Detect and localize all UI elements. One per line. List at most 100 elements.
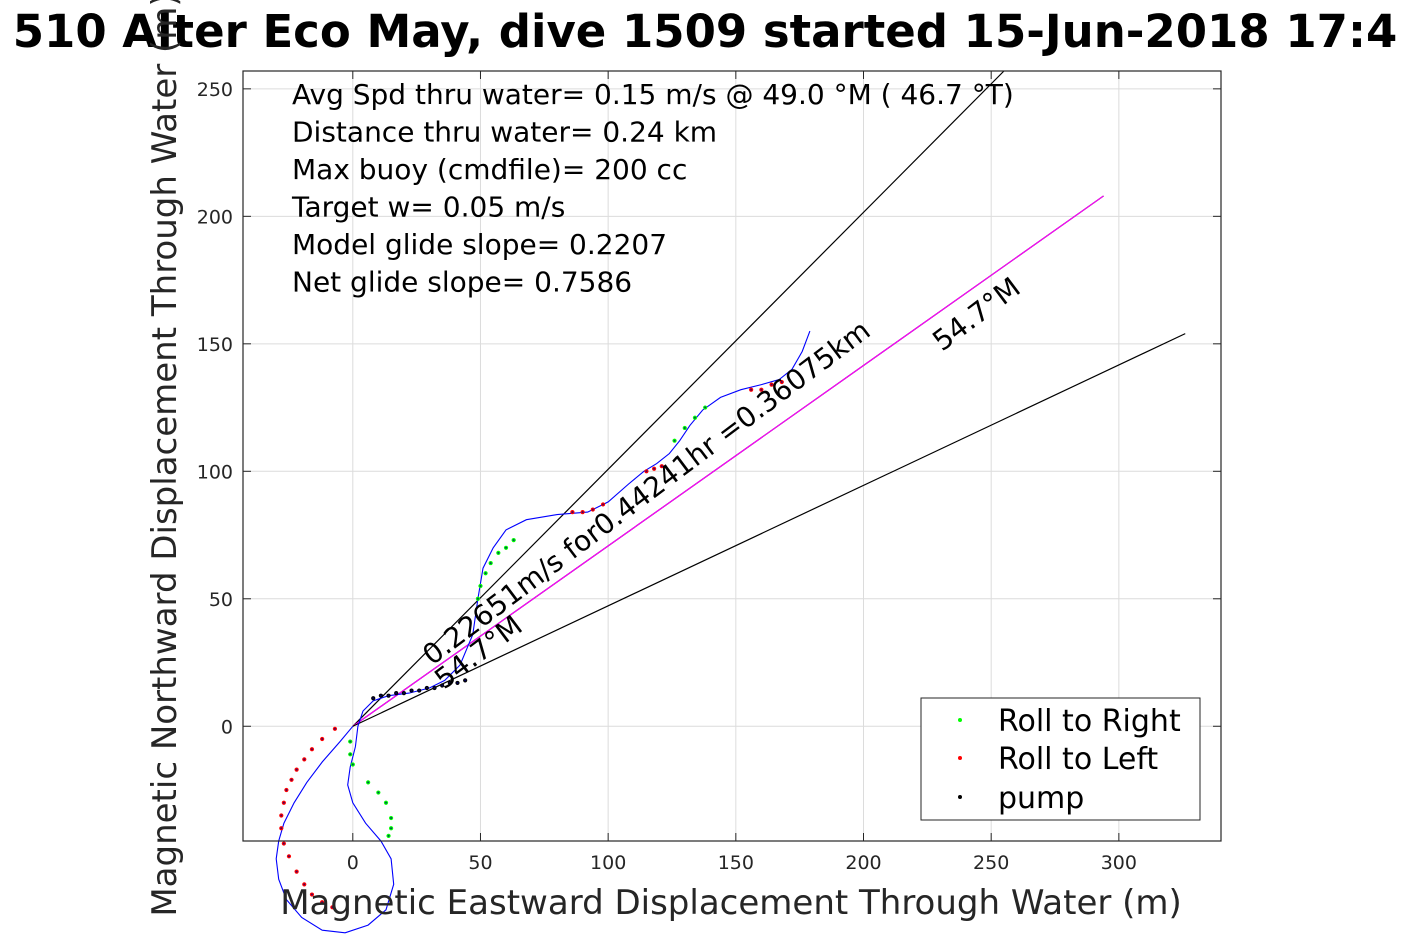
roll-left-point-core bbox=[285, 789, 288, 792]
roll-left-point-core bbox=[287, 855, 290, 858]
roll-left-point-core bbox=[321, 738, 324, 741]
roll-right-point-core bbox=[512, 539, 515, 542]
legend-marker-roll-left bbox=[958, 756, 962, 760]
pump-point-core bbox=[425, 687, 428, 690]
annotation-line: Distance thru water= 0.24 km bbox=[292, 116, 717, 149]
roll-right-point-core bbox=[384, 801, 387, 804]
x-tick-label: 300 bbox=[1101, 852, 1137, 874]
y-tick-label: 250 bbox=[197, 79, 233, 101]
magenta-heading-line bbox=[352, 195, 1104, 727]
roll-right-point-core bbox=[505, 546, 508, 549]
roll-right-point-core bbox=[476, 597, 479, 600]
legend-label-pump: pump bbox=[998, 781, 1084, 816]
y-tick-label: 0 bbox=[221, 716, 233, 738]
roll-right-point-core bbox=[497, 551, 500, 554]
track bbox=[275, 330, 811, 934]
y-tick-label: 200 bbox=[197, 206, 233, 228]
roll-right-point-core bbox=[349, 740, 352, 743]
roll-right-point-core bbox=[704, 406, 707, 409]
roll-left-point-core bbox=[645, 470, 648, 473]
roll-right-point-core bbox=[479, 585, 482, 588]
roll-right-point-core bbox=[390, 827, 393, 830]
roll-left-point-core bbox=[331, 906, 334, 909]
pump-point-core bbox=[410, 689, 413, 692]
x-tick-label: 250 bbox=[973, 852, 1009, 874]
x-tick-label: 100 bbox=[590, 852, 626, 874]
y-tick-label: 150 bbox=[197, 334, 233, 356]
roll-left-point-core bbox=[310, 748, 313, 751]
pump-point-core bbox=[456, 681, 459, 684]
roll-right-point-core bbox=[351, 763, 354, 766]
roll-right-point-core bbox=[367, 781, 370, 784]
x-tick-label: 200 bbox=[845, 852, 881, 874]
roll-left-point-core bbox=[310, 893, 313, 896]
dive-track-line bbox=[275, 330, 811, 934]
roll-right-point-core bbox=[484, 572, 487, 575]
roll-left-point-core bbox=[321, 901, 324, 904]
annotation-line: Max buoy (cmdfile)= 200 cc bbox=[292, 153, 687, 186]
roll-left-point-core bbox=[760, 388, 763, 391]
upper-heading-line bbox=[352, 70, 1005, 727]
pump-point-core bbox=[395, 692, 398, 695]
pump-point-core bbox=[379, 694, 382, 697]
roll-left-point-core bbox=[591, 508, 594, 511]
roll-right-point-core bbox=[489, 562, 492, 565]
roll-left-point-core bbox=[295, 870, 298, 873]
ticks: 0 50 100 150 200 250 300 0 50 100 150 200 250 bbox=[197, 71, 1221, 874]
roll-left-point-core bbox=[290, 778, 293, 781]
y-tick-label: 100 bbox=[197, 461, 233, 483]
legend-marker-pump bbox=[958, 795, 962, 799]
markers bbox=[279, 379, 784, 910]
pump-point-core bbox=[387, 694, 390, 697]
roll-left-point-core bbox=[770, 383, 773, 386]
x-tick-label: 50 bbox=[468, 852, 492, 874]
x-axis-label: Magnetic Eastward Displacement Through W… bbox=[280, 883, 1182, 923]
roll-left-point-core bbox=[780, 381, 783, 384]
pump-point-core bbox=[441, 684, 444, 687]
chart-title: 510 Alter Eco May, dive 1509 started 15-… bbox=[13, 5, 1398, 58]
roll-left-point-core bbox=[282, 842, 285, 845]
annotation-line: Model glide slope= 0.2207 bbox=[292, 228, 667, 261]
grid bbox=[243, 71, 1221, 841]
x-tick-label: 0 bbox=[347, 852, 359, 874]
pump-point-core bbox=[402, 692, 405, 695]
legend-label-roll-left: Roll to Left bbox=[998, 742, 1158, 777]
roll-right-point-core bbox=[390, 817, 393, 820]
pump-point-core bbox=[464, 679, 467, 682]
roll-left-point-core bbox=[303, 883, 306, 886]
annotations: Avg Spd thru water= 0.15 m/s @ 49.0 °M (… bbox=[291, 78, 1014, 299]
annotation-line: Net glide slope= 0.7586 bbox=[292, 266, 632, 299]
legend: Roll to Right Roll to Left pump bbox=[920, 697, 1201, 821]
roll-left-point-core bbox=[653, 467, 656, 470]
roll-right-point-core bbox=[683, 426, 686, 429]
roll-left-point-core bbox=[750, 388, 753, 391]
annotation-line: Avg Spd thru water= 0.15 m/s @ 49.0 °M (… bbox=[292, 78, 1014, 111]
legend-label-roll-right: Roll to Right bbox=[998, 704, 1181, 739]
roll-left-point-core bbox=[660, 465, 663, 468]
roll-right-point-core bbox=[673, 439, 676, 442]
roll-right-point-core bbox=[387, 834, 390, 837]
pump-point-core bbox=[372, 697, 375, 700]
pump-point-core bbox=[418, 689, 421, 692]
roll-left-point-core bbox=[303, 758, 306, 761]
roll-left-point-core bbox=[280, 827, 283, 830]
pump-point-core bbox=[433, 687, 436, 690]
roll-left-point-core bbox=[581, 511, 584, 514]
pump-point-core bbox=[448, 681, 451, 684]
heading-lines bbox=[352, 70, 1186, 727]
legend-marker-roll-right bbox=[958, 718, 962, 722]
legend-box bbox=[920, 697, 1201, 821]
roll-left-point-core bbox=[280, 814, 283, 817]
annotation-line: Target w= 0.05 m/s bbox=[291, 191, 565, 224]
y-tick-label: 50 bbox=[209, 589, 233, 611]
roll-left-point-core bbox=[602, 503, 605, 506]
x-tick-label: 150 bbox=[718, 852, 754, 874]
roll-right-point-core bbox=[349, 753, 352, 756]
plot-frame bbox=[242, 70, 1222, 842]
roll-left-point-core bbox=[333, 727, 336, 730]
lower-heading-line bbox=[352, 333, 1186, 727]
roll-left-point-core bbox=[282, 801, 285, 804]
roll-right-point-core bbox=[377, 791, 380, 794]
y-axis-label: Magnetic Northward Displacement Through … bbox=[145, 0, 185, 917]
